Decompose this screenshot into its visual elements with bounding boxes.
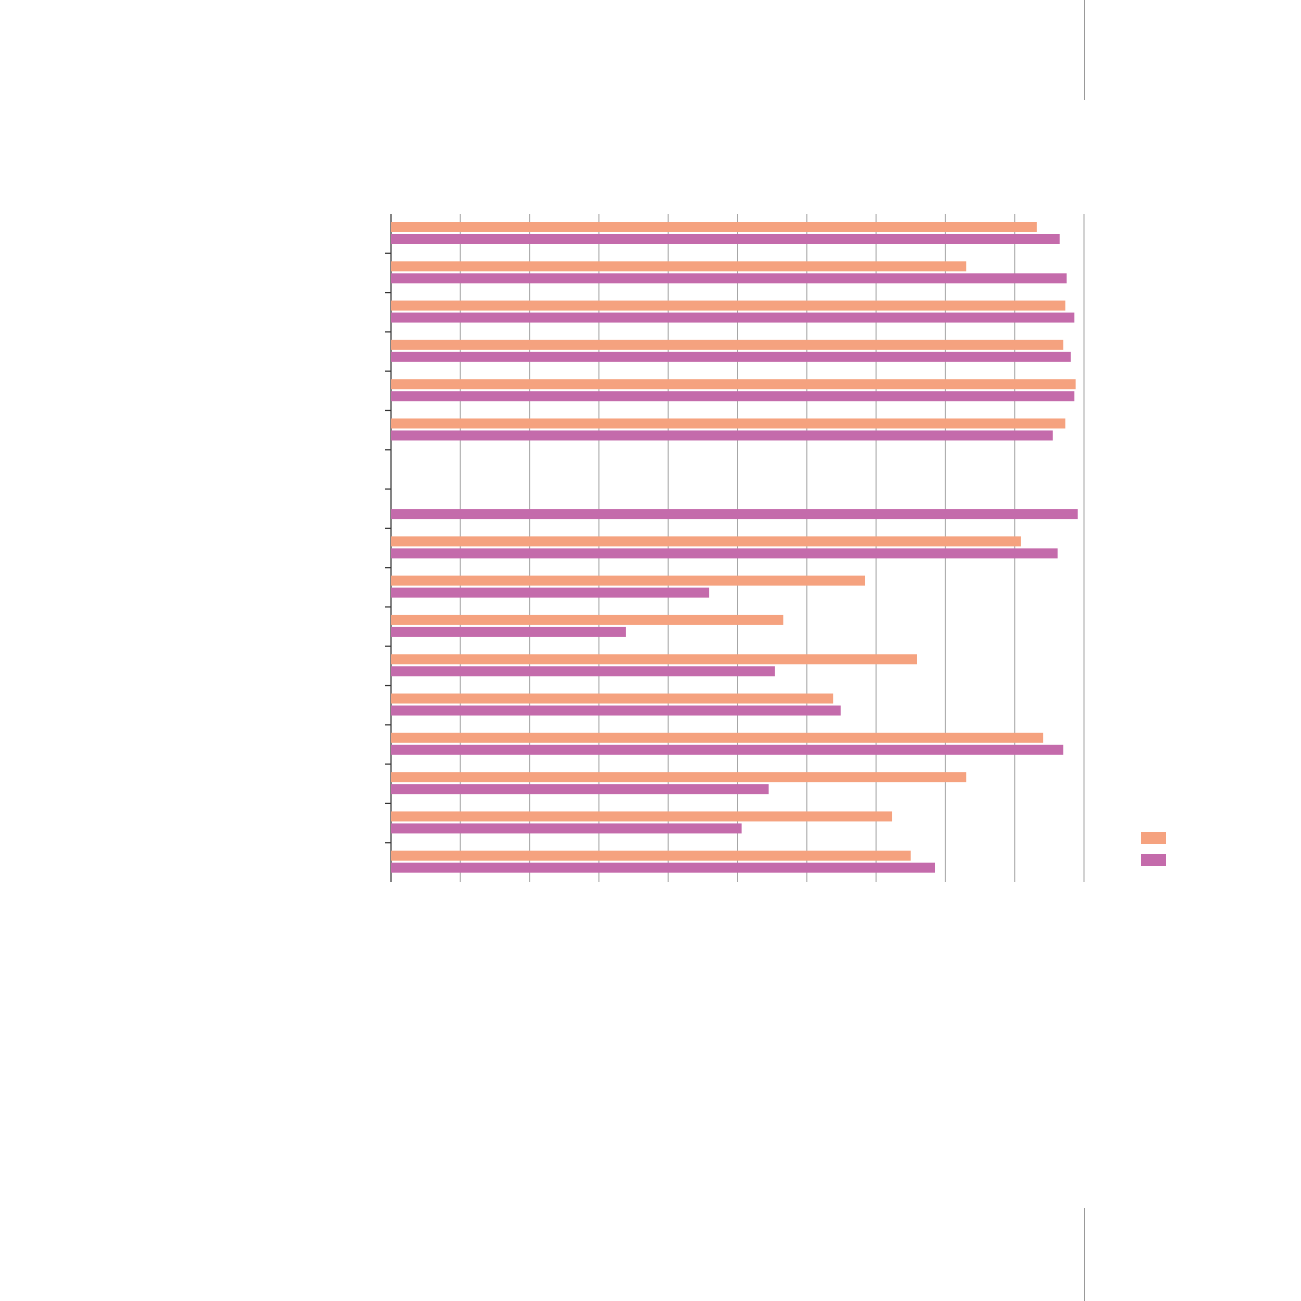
bar xyxy=(391,626,626,637)
bar xyxy=(391,772,967,783)
bar xyxy=(391,744,1064,755)
bar xyxy=(391,418,1066,429)
bar xyxy=(391,379,1076,390)
bar xyxy=(391,705,841,716)
bar xyxy=(391,850,911,861)
bar xyxy=(391,339,1064,350)
bar xyxy=(391,784,769,795)
legend-swatch xyxy=(1141,832,1166,844)
bar xyxy=(391,654,917,665)
bar xyxy=(391,666,775,677)
bar xyxy=(391,312,1075,323)
bar xyxy=(391,614,784,625)
bar xyxy=(391,509,1078,520)
bar xyxy=(391,732,1044,743)
bar xyxy=(391,693,834,704)
bar xyxy=(391,811,893,822)
legend-swatch xyxy=(1141,854,1166,866)
bar xyxy=(391,391,1075,402)
bar xyxy=(391,234,1060,244)
bar xyxy=(391,430,1053,441)
bar xyxy=(391,261,967,272)
bar xyxy=(391,823,742,834)
bar xyxy=(391,273,1067,284)
bar xyxy=(391,222,1037,232)
bar xyxy=(391,351,1071,362)
bar xyxy=(391,548,1058,559)
bar xyxy=(391,575,866,586)
bar xyxy=(391,536,1021,547)
bar xyxy=(391,862,936,873)
bar xyxy=(391,587,710,598)
bar xyxy=(391,300,1066,311)
